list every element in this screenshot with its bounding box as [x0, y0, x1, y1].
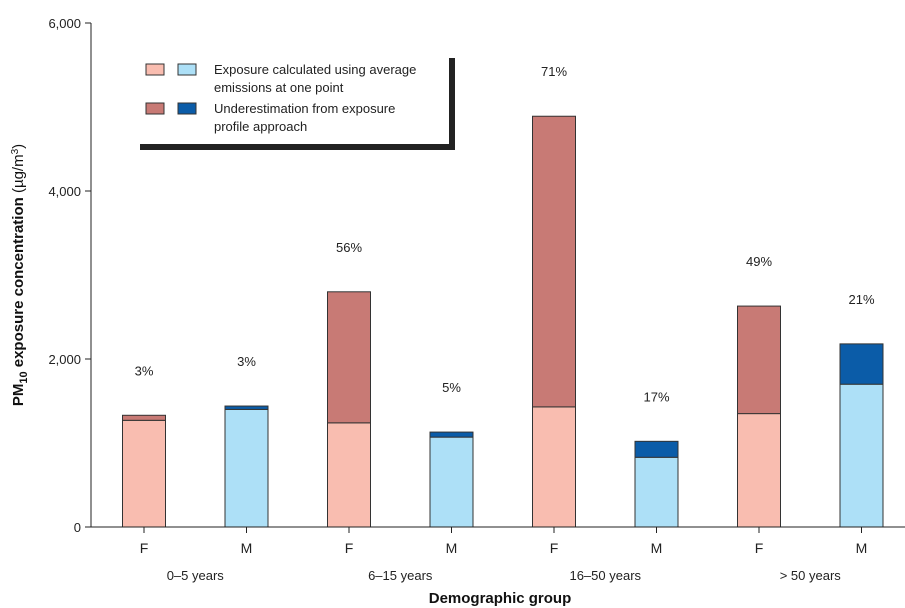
y-axis-title-subscript: 10 — [18, 371, 30, 383]
x-tick-label: M — [241, 540, 253, 556]
bar-base — [327, 422, 371, 528]
legend-label-under-line2: profile approach — [214, 119, 307, 134]
percent-label: 49% — [746, 254, 772, 269]
bar-base — [737, 413, 781, 528]
bars-layer — [122, 115, 884, 528]
percent-label: 3% — [135, 363, 154, 378]
bar-base — [532, 406, 576, 528]
y-tick-label: 2,000 — [48, 352, 81, 367]
legend-label-base-line1: Exposure calculated using average — [214, 62, 416, 77]
bar-underestimation — [737, 305, 781, 415]
percent-label: 56% — [336, 240, 362, 255]
group-label: 16–50 years — [569, 568, 641, 583]
bar-underestimation — [224, 405, 269, 410]
bar-underestimation — [122, 414, 166, 421]
y-tick-label: 4,000 — [48, 184, 81, 199]
percent-label: 17% — [643, 389, 669, 404]
y-tick-label: 0 — [74, 520, 81, 535]
x-tick-label: M — [446, 540, 458, 556]
labels-layer: 0 2,000 4,000 6,000 F 3% M 3% F 56% M 5% F 71% M 17% F 49… — [48, 16, 874, 583]
x-tick-label: M — [651, 540, 663, 556]
bar-underestimation — [532, 115, 576, 408]
legend: Exposure calculated using average emissi… — [136, 54, 455, 150]
bar-base — [122, 419, 166, 528]
legend-swatch-male-base — [177, 63, 197, 76]
x-axis-title: Demographic group — [429, 590, 572, 607]
percent-label: 21% — [848, 292, 874, 307]
x-tick-label: F — [755, 540, 764, 556]
y-axis-title-unit-superscript: 3 — [10, 148, 21, 154]
axis-layer — [85, 22, 905, 533]
bar-base — [839, 383, 884, 528]
bar-underestimation — [634, 440, 679, 458]
legend-swatch-male-under — [177, 102, 197, 115]
legend-swatch-female-base — [145, 63, 165, 76]
percent-label: 71% — [541, 64, 567, 79]
x-tick-label: F — [345, 540, 354, 556]
legend-label-under-line1: Underestimation from exposure — [214, 101, 395, 116]
bar-underestimation — [839, 343, 884, 385]
y-axis-title-main: exposure concentration — [10, 193, 27, 371]
percent-label: 5% — [442, 380, 461, 395]
x-tick-label: F — [550, 540, 559, 556]
bar-base — [224, 408, 269, 528]
bar-base — [634, 456, 679, 528]
legend-swatch-female-under — [145, 102, 165, 115]
y-axis-title-prefix: PM — [10, 384, 27, 407]
bar-underestimation — [327, 291, 371, 424]
y-axis-title: PM10 exposure concentration (µg/m3) — [10, 144, 30, 406]
group-label: 6–15 years — [368, 568, 433, 583]
bar-underestimation — [429, 431, 474, 438]
percent-label: 3% — [237, 354, 256, 369]
y-axis-title-unit-close: ) — [10, 144, 27, 149]
group-label: 0–5 years — [167, 568, 225, 583]
legend-label-base-line2: emissions at one point — [214, 80, 344, 95]
bar-base — [429, 436, 474, 528]
y-axis-title-unit: (µg/m — [10, 154, 27, 193]
x-tick-label: M — [856, 540, 868, 556]
y-tick-label: 6,000 — [48, 16, 81, 31]
group-label: > 50 years — [780, 568, 842, 583]
x-tick-label: F — [140, 540, 149, 556]
